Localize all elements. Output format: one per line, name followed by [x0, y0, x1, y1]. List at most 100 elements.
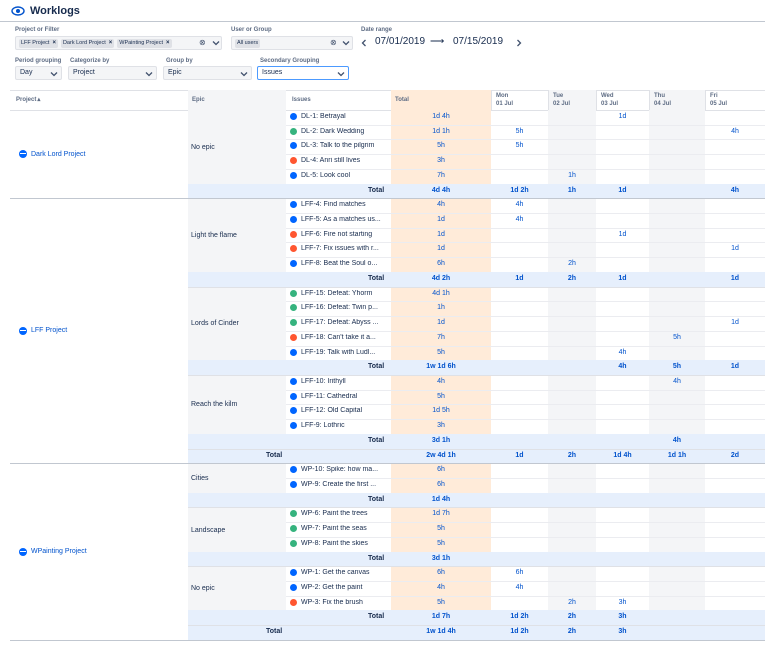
day-worklog-value[interactable]: 4h — [515, 201, 524, 209]
epic-divider — [188, 625, 765, 627]
issue-link[interactable]: LFF-8: Beat the Soul o... — [290, 260, 389, 268]
remove-chip-icon[interactable]: × — [165, 40, 170, 46]
header-divider — [10, 110, 765, 111]
issue-total-value[interactable]: 5h — [437, 598, 445, 606]
project-chip[interactable]: Dark Lord Project × — [60, 38, 115, 48]
issue-link[interactable]: DL-1: Betrayal — [290, 113, 389, 120]
issue-total-value[interactable]: 1d — [437, 319, 445, 327]
project-chip[interactable]: LFF Project × — [19, 38, 58, 48]
issue-link[interactable]: LFF-19: Talk with Ludl... — [290, 348, 389, 356]
user-chip[interactable]: All users — [235, 38, 261, 48]
day-worklog-value[interactable]: 1d — [618, 230, 627, 238]
day-worklog-value[interactable]: 5h — [515, 127, 524, 135]
day-worklog-value[interactable]: 5h — [673, 333, 681, 341]
issue-total-value[interactable]: 3h — [437, 157, 445, 165]
issue-link[interactable]: WP-8: Paint the skies — [290, 539, 389, 547]
issue-link[interactable]: LFF-12: Old Capital — [290, 407, 389, 415]
project-link[interactable]: WPainting Project — [19, 547, 87, 556]
project-link[interactable]: Dark Lord Project — [19, 150, 85, 159]
issue-total-value[interactable]: 3h — [437, 422, 445, 430]
previous-range-icon[interactable] — [359, 38, 369, 48]
issue-link[interactable]: WP-9: Create the first ... — [290, 481, 389, 488]
issue-total-value[interactable]: 1d 7h — [432, 510, 450, 518]
day-date: 01 Jul — [496, 101, 514, 107]
issue-link[interactable]: DL-4: Anri still lives — [290, 157, 389, 165]
project-filter-field[interactable]: LFF Project × Dark Lord Project × WPaintin… — [15, 36, 222, 50]
issue-link[interactable]: WP-6: Paint the trees — [290, 510, 389, 518]
project-link[interactable]: LFF Project — [19, 326, 67, 335]
issue-link[interactable]: LFF-18: Can't take it a... — [290, 333, 389, 341]
day-worklog-value[interactable]: 1d — [731, 245, 739, 253]
issue-total-value[interactable]: 6h — [437, 466, 445, 474]
issue-total-value[interactable]: 5h — [437, 525, 445, 533]
group-by-select[interactable]: Epic — [163, 66, 252, 80]
issue-link[interactable]: WP-10: Spike: how ma... — [290, 466, 389, 474]
day-worklog-value[interactable]: 1h — [568, 171, 576, 179]
issue-total-value[interactable]: 7h — [437, 333, 445, 341]
day-worklog-value[interactable]: 4h — [618, 348, 627, 356]
remove-chip-icon[interactable]: × — [52, 40, 56, 46]
project-chip[interactable]: WPainting Project × — [117, 38, 172, 48]
issue-link[interactable]: DL-3: Talk to the pilgrim — [290, 142, 389, 150]
day-worklog-value[interactable]: 6h — [515, 569, 524, 577]
issue-link[interactable]: LFF-11: Cathedral — [290, 392, 389, 400]
day-worklog-value[interactable]: 1d — [731, 319, 739, 327]
issue-total-value[interactable]: 1d 5h — [432, 407, 450, 415]
period-grouping-select[interactable]: Day — [15, 66, 62, 80]
issue-link[interactable]: LFF-5: As a matches us... — [290, 216, 389, 224]
issue-total-value[interactable]: 1d — [437, 230, 445, 238]
day-worklog-value[interactable]: 1d — [618, 113, 627, 120]
issue-link[interactable]: WP-3: Fix the brush — [290, 598, 389, 606]
issue-total-value[interactable]: 7h — [437, 171, 445, 179]
remove-chip-icon[interactable]: × — [108, 40, 113, 46]
column-header-project[interactable]: Project▴ — [16, 96, 40, 104]
issue-total-value[interactable]: 4h — [437, 584, 445, 592]
issue-total-value[interactable]: 5h — [437, 142, 445, 150]
day-worklog-value[interactable]: 3h — [618, 598, 627, 606]
issue-total-value[interactable]: 4d 1h — [432, 289, 450, 297]
issue-total-value[interactable]: 4h — [437, 201, 445, 209]
issue-total-value[interactable]: 4h — [437, 377, 445, 385]
issue-link[interactable]: DL-5: Look cool — [290, 171, 389, 179]
issue-link[interactable]: LFF-7: Fix issues with r... — [290, 245, 389, 253]
issue-total-value[interactable]: 6h — [437, 569, 445, 577]
issue-link[interactable]: LFF-9: Lothric — [290, 422, 389, 430]
day-worklog-value[interactable]: 5h — [515, 142, 524, 150]
issue-link[interactable]: LFF-15: Defeat: Yhorm — [290, 289, 389, 297]
issue-total-value[interactable]: 5h — [437, 392, 445, 400]
day-worklog-value[interactable]: 2h — [568, 598, 576, 606]
secondary-grouping-select[interactable]: Issues — [257, 66, 349, 80]
issue-link[interactable]: LFF-6: Fire not starting — [290, 230, 389, 238]
user-filter-field[interactable]: All users — [231, 36, 353, 50]
issue-total-value[interactable]: 1d — [437, 245, 445, 253]
issue-total-value[interactable]: 1d 4h — [432, 113, 450, 120]
clear-project-icon[interactable]: ⊗ — [199, 38, 206, 47]
date-to[interactable]: 07/15/2019 — [453, 36, 504, 47]
date-from[interactable]: 07/01/2019 — [375, 36, 426, 47]
next-range-icon[interactable] — [514, 38, 524, 48]
issue-total-value[interactable]: 6h — [437, 481, 445, 488]
issue-link[interactable]: LFF-17: Defeat: Abyss ... — [290, 319, 389, 327]
day-worklog-value[interactable]: 4h — [731, 127, 739, 135]
categorize-by-select[interactable]: Project — [68, 66, 157, 80]
day-worklog-value[interactable]: 4h — [515, 584, 524, 592]
issue-total-value[interactable]: 1d 1h — [432, 127, 450, 135]
issue-link[interactable]: LFF-16: Defeat: Twin p... — [290, 304, 389, 312]
issue-total-value[interactable]: 5h — [437, 348, 445, 356]
day-worklog-value[interactable]: 4h — [515, 216, 524, 224]
issue-total-value[interactable]: 1h — [437, 304, 445, 312]
issue-link[interactable]: WP-1: Get the canvas — [290, 569, 389, 577]
issue-total-value[interactable]: 5h — [437, 539, 445, 547]
chevron-down-icon[interactable] — [211, 38, 221, 48]
issue-link[interactable]: DL-2: Dark Wedding — [290, 127, 389, 135]
issue-link[interactable]: LFF-10: Irithyll — [290, 377, 389, 385]
issue-total-value[interactable]: 6h — [437, 260, 445, 268]
issue-link[interactable]: WP-7: Paint the seas — [290, 525, 389, 533]
issue-link[interactable]: LFF-4: Find matches — [290, 201, 389, 209]
clear-user-icon[interactable]: ⊗ — [330, 38, 337, 47]
issue-link[interactable]: WP-2: Get the paint — [290, 584, 389, 592]
chevron-down-icon[interactable] — [341, 38, 351, 48]
day-worklog-value[interactable]: 4h — [673, 377, 681, 385]
day-worklog-value[interactable]: 2h — [568, 260, 576, 268]
issue-total-value[interactable]: 1d — [437, 216, 445, 224]
